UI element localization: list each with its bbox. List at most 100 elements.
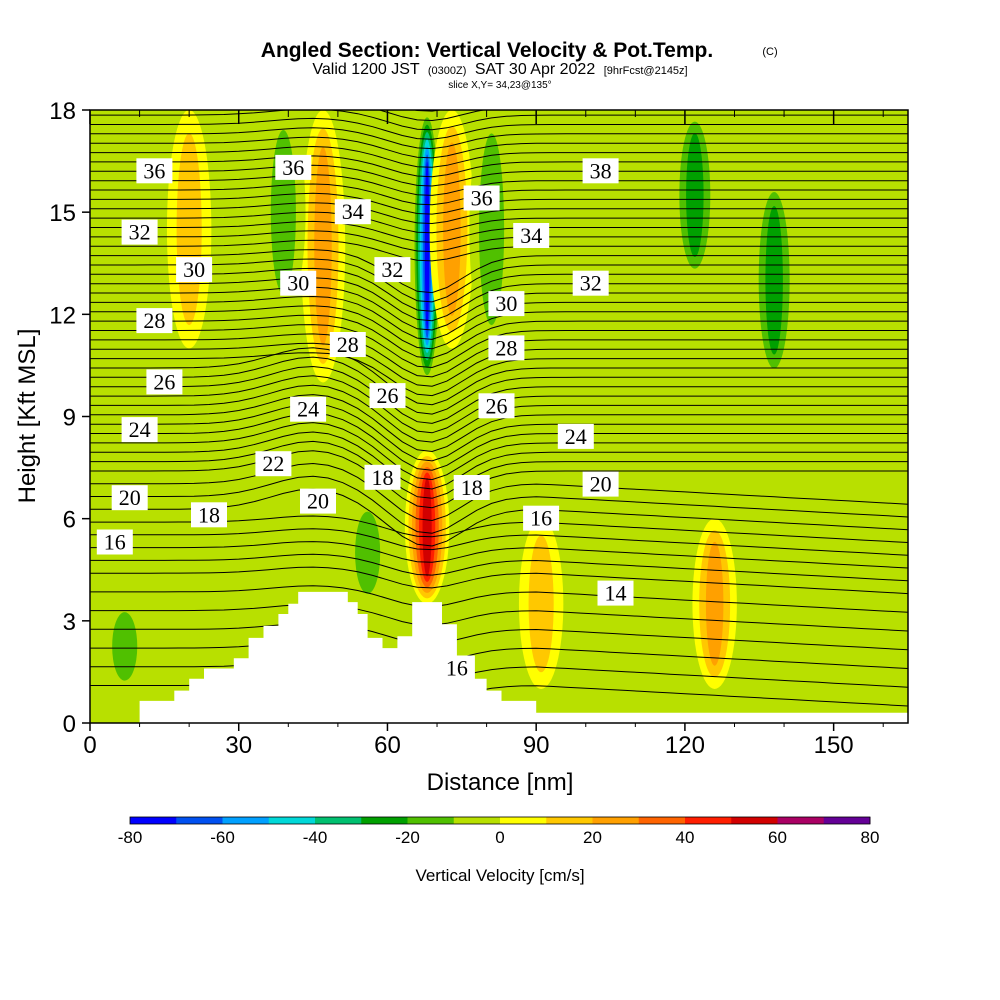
- plot-area: 3632302826242018163634302832242220261836…: [90, 110, 908, 723]
- contour-label: 30: [280, 270, 317, 296]
- contour-label: 32: [572, 270, 609, 296]
- contour-label-text: 28: [143, 308, 165, 333]
- colorbar-swatch: [315, 817, 362, 824]
- contour-label: 18: [453, 475, 490, 500]
- contour-label: 20: [582, 471, 619, 497]
- colorbar-swatch: [823, 817, 871, 824]
- contour-label-bg: [300, 488, 336, 514]
- theta-contour-line: [90, 211, 908, 234]
- contour-label-text: 30: [287, 271, 309, 296]
- contour-label-bg: [597, 580, 634, 606]
- contour-label-bg: [453, 475, 490, 500]
- colorbar-tick-label: 40: [676, 828, 695, 847]
- contour-label-text: 18: [372, 465, 394, 490]
- contour-label: 36: [275, 154, 312, 180]
- contour-label-text: 38: [590, 158, 612, 183]
- colorbar-swatch: [638, 817, 686, 824]
- colorbar-tick-label: -80: [118, 828, 143, 847]
- vv-cell-updraft: [314, 147, 332, 346]
- contour-label: 20: [111, 485, 148, 511]
- contour-label: 28: [136, 308, 173, 334]
- contour-label-bg: [557, 423, 594, 449]
- theta-contour-line: [90, 352, 908, 397]
- theta-contour-line: [90, 220, 908, 243]
- contour-label: 30: [176, 257, 213, 283]
- vv-cell-updraft: [528, 535, 554, 673]
- colorbar-swatch: [130, 817, 177, 824]
- colorbar-swatch: [268, 817, 316, 824]
- theta-contour-line: [90, 249, 908, 294]
- theta-contour-line: [90, 604, 908, 632]
- contour-label-text: 32: [129, 220, 151, 245]
- x-tick-label: 90: [523, 732, 550, 759]
- contour-label-bg: [572, 270, 609, 296]
- colorbar-swatch: [361, 817, 408, 824]
- colorbar-swatch: [222, 817, 270, 824]
- valid-time-line: Valid 1200 JST (0300Z) SAT 30 Apr 2022 […: [312, 61, 687, 78]
- colorbar-frame: [129, 816, 871, 825]
- contour-label: 24: [121, 417, 158, 443]
- theta-contour-line: [90, 528, 908, 556]
- contour-label-bg: [111, 485, 148, 511]
- contour-label-bg: [334, 199, 371, 225]
- y-tick-label: 3: [63, 609, 76, 636]
- colorbar-swatch: [453, 817, 501, 824]
- colorbar-swatch: [777, 817, 825, 824]
- theta-contour-line: [90, 239, 908, 262]
- theta-contour-line: [90, 277, 908, 322]
- valid-time-prefix: Valid 1200 JST: [312, 61, 420, 78]
- colorbar-tick-label: 0: [495, 828, 504, 847]
- theta-contour-line: [90, 136, 908, 159]
- vv-cell-downdraft: [355, 511, 381, 594]
- x-tick-label: 150: [814, 732, 854, 759]
- contour-label-bg: [463, 185, 500, 211]
- chart-title: Angled Section: Vertical Velocity & Pot.…: [261, 39, 778, 91]
- contour-label-bg: [136, 308, 173, 334]
- contour-label: 26: [478, 393, 515, 419]
- contour-label-text: 20: [307, 489, 329, 514]
- colorbar-tick-label: 60: [768, 828, 787, 847]
- contour-label: 16: [96, 529, 133, 555]
- contour-label-bg: [275, 154, 312, 180]
- colorbar-swatch: [685, 817, 732, 824]
- y-axis: 0 3 6 9 12 15 18: [49, 98, 90, 738]
- contour-label-text: 16: [446, 656, 468, 681]
- contour-label: 18: [191, 502, 227, 528]
- contour-label: 26: [146, 369, 183, 395]
- colorbar-swatch: [500, 817, 547, 824]
- theta-contour-line: [90, 431, 908, 490]
- contour-label-text: 24: [565, 424, 587, 449]
- theta-contour-line: [90, 155, 908, 178]
- contour-label-text: 20: [119, 485, 141, 510]
- x-tick-label: 0: [83, 732, 96, 759]
- contour-label-bg: [438, 655, 475, 681]
- contour-label-text: 36: [282, 155, 304, 180]
- contour-label-text: 30: [183, 257, 205, 282]
- contour-label: 34: [334, 199, 371, 225]
- theta-contour-line: [90, 585, 908, 613]
- contour-label-bg: [255, 451, 292, 477]
- theta-contour-line: [90, 230, 908, 253]
- valid-date: SAT 30 Apr 2022: [475, 61, 595, 78]
- contour-label-text: 24: [129, 417, 151, 442]
- contour-label-text: 16: [104, 530, 126, 555]
- theta-contour-line: [90, 202, 908, 225]
- contour-label-bg: [176, 257, 213, 283]
- potential-temperature-contours: [90, 110, 908, 707]
- contour-label-text: 34: [520, 223, 542, 248]
- colorbar-swatch: [592, 817, 640, 824]
- contour-label-bg: [280, 270, 317, 296]
- theta-contour-line: [90, 641, 908, 669]
- theta-contour-line: [90, 110, 908, 131]
- contour-label-bg: [582, 158, 619, 184]
- vv-cell-downdraft: [479, 133, 505, 326]
- theta-contour-line: [90, 258, 908, 303]
- contour-label-bg: [121, 417, 158, 443]
- y-tick-label: 6: [63, 507, 76, 534]
- contour-label: 16: [523, 505, 560, 531]
- contour-label: 20: [300, 488, 336, 514]
- theta-contour-line: [90, 440, 908, 499]
- y-axis-label: Height [Kft MSL]: [14, 329, 41, 504]
- theta-contour-line: [90, 127, 908, 150]
- theta-contour-line: [90, 347, 908, 406]
